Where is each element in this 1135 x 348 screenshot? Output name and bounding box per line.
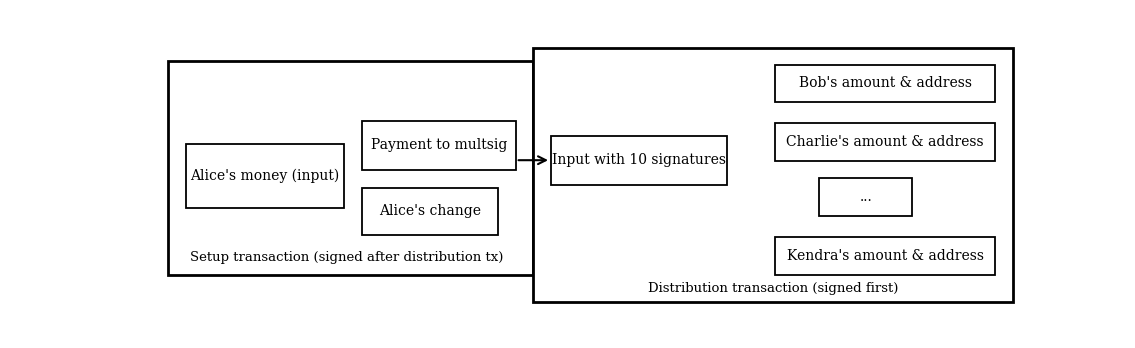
FancyBboxPatch shape bbox=[168, 61, 533, 275]
FancyBboxPatch shape bbox=[775, 124, 995, 161]
Text: Alice's money (input): Alice's money (input) bbox=[191, 168, 339, 183]
FancyBboxPatch shape bbox=[775, 237, 995, 275]
Text: ...: ... bbox=[859, 190, 872, 204]
Text: Kendra's amount & address: Kendra's amount & address bbox=[787, 249, 984, 263]
FancyBboxPatch shape bbox=[550, 135, 726, 185]
FancyBboxPatch shape bbox=[362, 121, 515, 171]
Text: Bob's amount & address: Bob's amount & address bbox=[799, 76, 972, 90]
Text: Distribution transaction (signed first): Distribution transaction (signed first) bbox=[648, 282, 899, 295]
FancyBboxPatch shape bbox=[533, 48, 1012, 302]
Text: Alice's change: Alice's change bbox=[379, 204, 481, 218]
Text: Setup transaction (signed after distribution tx): Setup transaction (signed after distribu… bbox=[191, 251, 504, 264]
Text: Payment to multsig: Payment to multsig bbox=[371, 139, 507, 152]
FancyBboxPatch shape bbox=[186, 144, 344, 208]
FancyBboxPatch shape bbox=[775, 64, 995, 102]
Text: Input with 10 signatures: Input with 10 signatures bbox=[552, 153, 726, 167]
FancyBboxPatch shape bbox=[362, 188, 498, 235]
FancyBboxPatch shape bbox=[819, 179, 911, 216]
Text: Charlie's amount & address: Charlie's amount & address bbox=[787, 135, 984, 149]
